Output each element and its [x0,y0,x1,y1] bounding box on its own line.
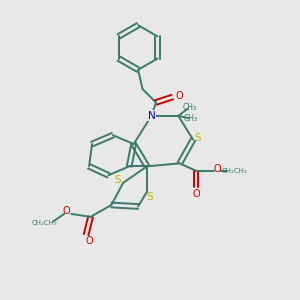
Text: O: O [192,189,200,199]
Text: O: O [85,236,93,246]
Text: O: O [63,206,70,216]
Text: O: O [214,164,221,174]
Text: S: S [115,175,121,185]
Text: S: S [194,133,201,143]
Text: S: S [147,192,153,202]
Text: CH₃: CH₃ [182,103,197,112]
Text: CH₂CH₃: CH₂CH₃ [32,220,57,226]
Text: O: O [175,91,183,101]
Text: N: N [148,111,155,121]
Text: CH₃: CH₃ [184,114,198,123]
Text: CH₂CH₃: CH₂CH₃ [222,168,248,174]
